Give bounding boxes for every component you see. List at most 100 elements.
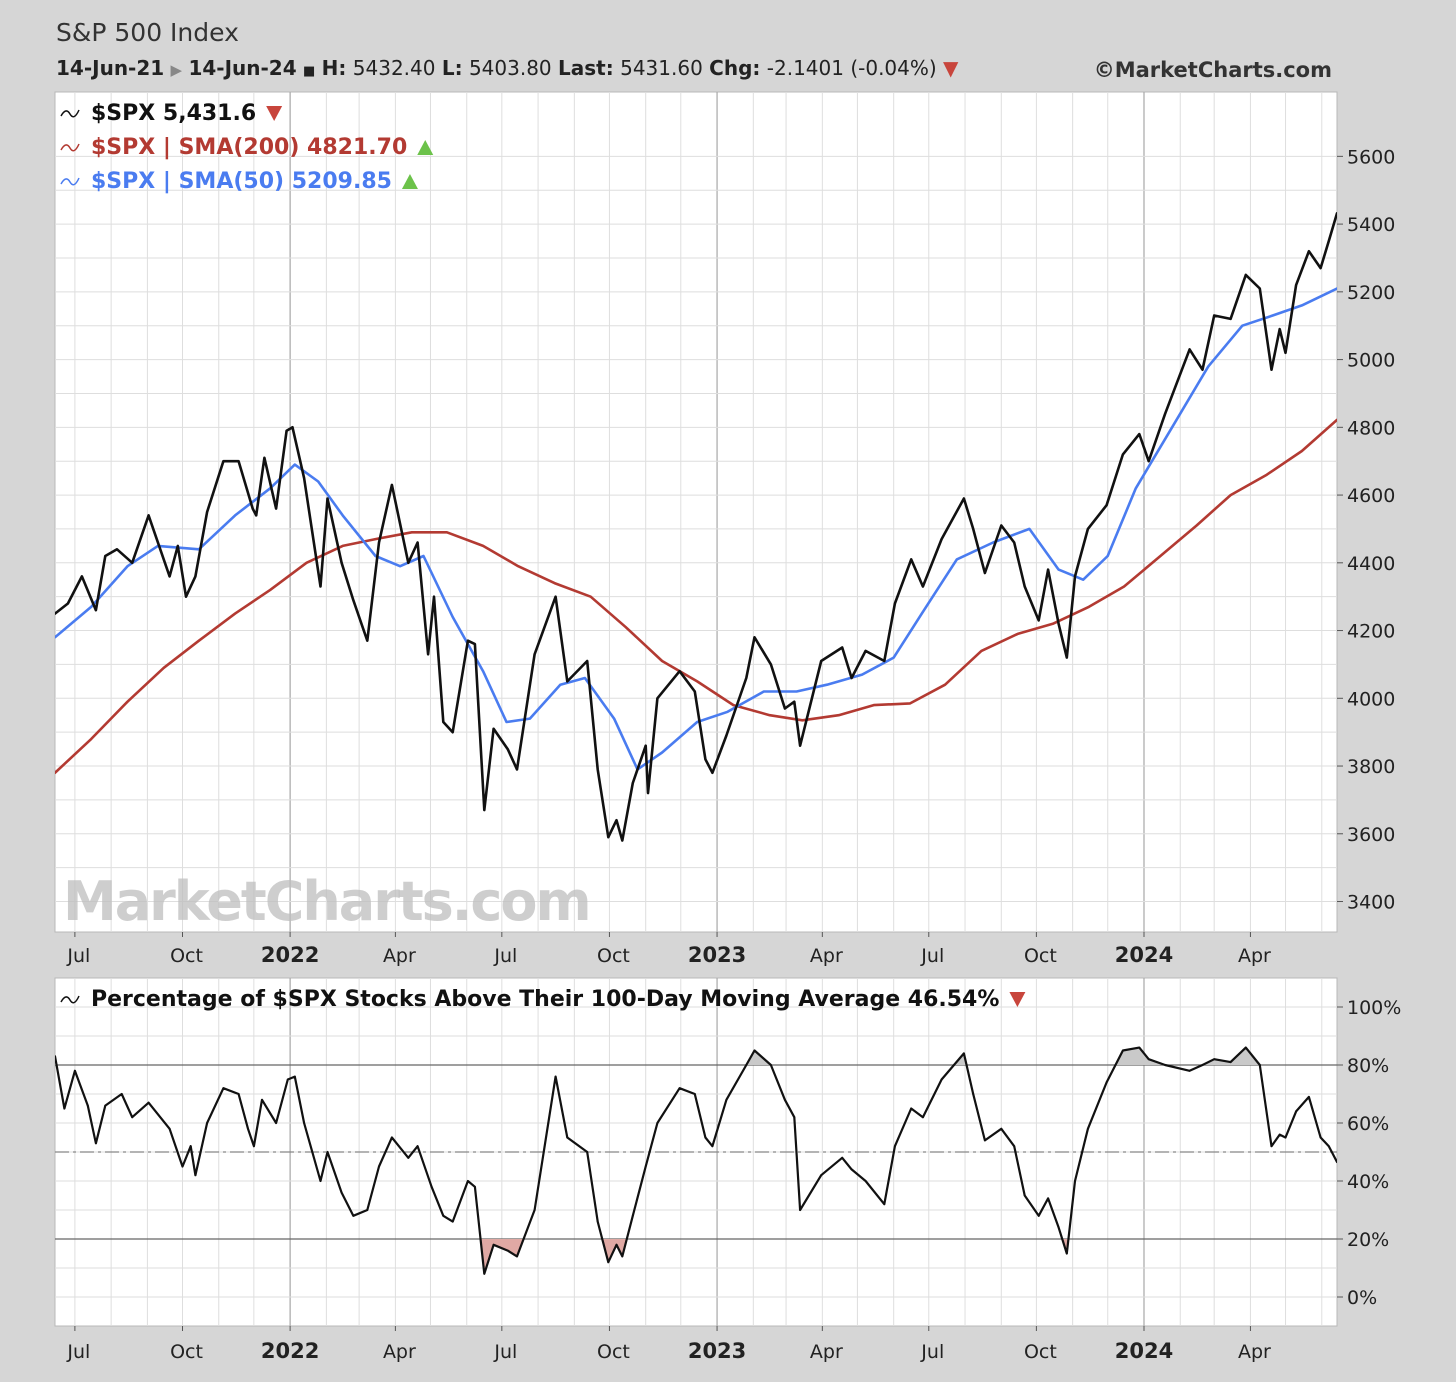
data-point-price bbox=[566, 680, 569, 683]
high-value: 5432.40 bbox=[352, 56, 436, 80]
y-tick-label: 5200 bbox=[1347, 282, 1395, 304]
data-point-sma200 bbox=[696, 680, 699, 683]
y-tick-label: 4800 bbox=[1347, 417, 1395, 439]
data-point-price bbox=[1037, 619, 1040, 622]
data-point-price bbox=[1105, 504, 1108, 507]
data-point-breadth bbox=[770, 1064, 772, 1066]
series-icon bbox=[60, 995, 80, 1004]
data-point-breadth bbox=[566, 1136, 569, 1139]
data-point-price bbox=[984, 572, 986, 574]
data-point-breadth bbox=[894, 1145, 896, 1148]
data-point-breadth bbox=[1000, 1127, 1003, 1130]
data-point-price bbox=[1087, 528, 1089, 530]
chg-value: -2.1401 (-0.04%) bbox=[766, 56, 937, 80]
data-point-price bbox=[615, 819, 618, 822]
data-point-breadth bbox=[1013, 1145, 1016, 1148]
data-point-price bbox=[725, 734, 728, 737]
data-point-breadth bbox=[1284, 1136, 1287, 1139]
last-value: 5431.60 bbox=[620, 56, 703, 80]
data-point-price bbox=[1213, 314, 1216, 317]
data-point-sma200 bbox=[1159, 555, 1162, 557]
data-point-breadth bbox=[131, 1116, 134, 1119]
play-icon: ▶ bbox=[170, 61, 183, 79]
data-point-price bbox=[291, 426, 294, 429]
data-point-sma200 bbox=[768, 714, 771, 717]
data-point-sma200 bbox=[980, 650, 983, 652]
data-point-breadth bbox=[711, 1145, 714, 1148]
data-point-sma200 bbox=[732, 704, 735, 706]
data-point-sma50 bbox=[482, 670, 484, 673]
x-tick-label: Oct bbox=[597, 1341, 630, 1363]
data-point-price bbox=[416, 541, 419, 544]
data-point-sma200 bbox=[374, 538, 377, 540]
y-tick-label: 4600 bbox=[1347, 485, 1395, 507]
low-value: 5403.80 bbox=[468, 56, 552, 80]
data-point-breadth bbox=[319, 1180, 322, 1182]
data-point-price bbox=[483, 809, 486, 811]
data-point-price bbox=[378, 541, 380, 544]
data-point-price bbox=[1122, 453, 1124, 456]
x-tick-label: Apr bbox=[810, 1341, 843, 1363]
data-point-price bbox=[326, 497, 329, 500]
data-point-sma200 bbox=[1301, 450, 1303, 452]
y-tick-label: 5400 bbox=[1347, 214, 1395, 236]
data-point-price bbox=[275, 507, 277, 510]
data-point-breadth bbox=[303, 1122, 305, 1124]
data-point-breadth bbox=[864, 1180, 867, 1182]
data-point-price bbox=[55, 612, 56, 615]
data-point-breadth bbox=[1213, 1058, 1216, 1061]
data-point-sma50 bbox=[1171, 426, 1173, 429]
data-point-sma200 bbox=[162, 666, 165, 669]
plot-area bbox=[54, 91, 1338, 933]
data-point-price bbox=[753, 636, 756, 639]
data-point-sma50 bbox=[451, 616, 454, 618]
data-point-breadth bbox=[644, 1165, 647, 1168]
data-point-price bbox=[1201, 368, 1204, 371]
data-point-breadth bbox=[586, 1151, 589, 1153]
data-point-price bbox=[922, 585, 924, 588]
x-tick-label: Oct bbox=[597, 945, 630, 967]
last-label: Last: bbox=[558, 56, 614, 80]
data-point-breadth bbox=[1278, 1133, 1281, 1136]
data-point-sma50 bbox=[529, 717, 531, 720]
x-tick-label: Oct bbox=[1024, 945, 1057, 967]
data-point-price bbox=[711, 771, 714, 774]
x-tick-label: 2024 bbox=[1115, 943, 1173, 967]
data-point-breadth bbox=[1074, 1180, 1076, 1182]
chg-label: Chg: bbox=[709, 56, 761, 80]
data-point-breadth bbox=[293, 1075, 296, 1078]
data-point-sma200 bbox=[1229, 494, 1232, 496]
data-point-breadth bbox=[1138, 1046, 1141, 1049]
data-point-breadth bbox=[442, 1214, 445, 1217]
data-point-breadth bbox=[483, 1272, 486, 1275]
data-point-sma200 bbox=[198, 639, 200, 642]
data-point-price bbox=[631, 782, 634, 784]
y-tick-label: 0% bbox=[1347, 1287, 1377, 1309]
data-point-price bbox=[237, 460, 240, 463]
data-point-sma50 bbox=[1301, 304, 1303, 307]
data-point-breadth bbox=[55, 1055, 56, 1058]
data-point-price bbox=[1284, 351, 1287, 354]
data-point-price bbox=[1000, 524, 1003, 527]
info-bar: 14-Jun-21 ▶ 14-Jun-24 ■ H: 5432.40 L: 54… bbox=[56, 56, 958, 80]
data-point-sma50 bbox=[55, 636, 56, 639]
data-point-breadth bbox=[910, 1107, 913, 1110]
data-point-sma50 bbox=[584, 677, 586, 679]
x-tick-label: 2022 bbox=[261, 1339, 319, 1363]
data-point-breadth bbox=[104, 1104, 107, 1107]
data-point-price bbox=[206, 511, 209, 513]
data-point-sma200 bbox=[1123, 585, 1125, 588]
series-icon bbox=[60, 109, 80, 118]
data-point-breadth bbox=[1164, 1064, 1166, 1066]
data-point-price bbox=[1327, 240, 1330, 242]
data-point-sma50 bbox=[1057, 568, 1060, 571]
data-point-sma50 bbox=[992, 541, 994, 544]
data-point-breadth bbox=[1037, 1214, 1040, 1217]
data-point-price bbox=[586, 660, 589, 662]
high-label: H: bbox=[321, 56, 347, 80]
data-point-breadth bbox=[63, 1107, 66, 1110]
data-point-price bbox=[303, 477, 305, 479]
data-point-price bbox=[467, 639, 469, 642]
x-tick-label: Oct bbox=[1024, 1341, 1057, 1363]
